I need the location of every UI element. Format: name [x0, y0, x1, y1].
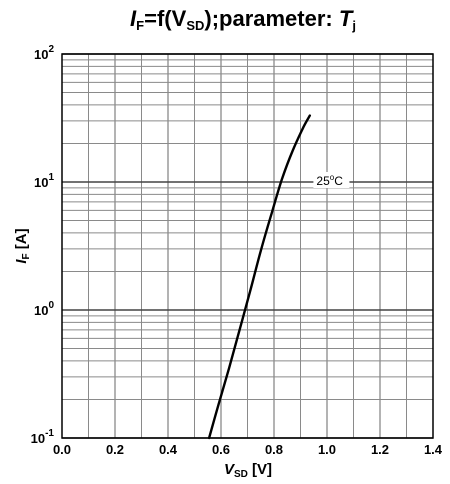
plot-frame: [61, 53, 434, 439]
grid-lines: [62, 53, 433, 439]
x-axis-label: VSD [V]: [224, 461, 272, 480]
y-tick-label: 10-1: [31, 428, 55, 446]
y-tick-label: 101: [34, 172, 54, 190]
series-line-25c: [207, 114, 311, 440]
y-tick-label: 102: [34, 44, 54, 62]
y-tick-label: 100: [34, 300, 54, 318]
x-tick-label: 1.2: [371, 442, 389, 457]
x-tick-label: 1.0: [318, 442, 336, 457]
y-tick-labels: 10-1 100 101 102: [31, 44, 55, 446]
x-tick-label: 0.6: [212, 442, 230, 457]
series-label-25c: 25oC: [316, 173, 343, 188]
x-tick-labels: 0.0 0.2 0.4 0.6 0.8 1.0 1.2 1.4: [53, 442, 443, 457]
y-axis-label: IF [A]: [13, 228, 32, 263]
x-tick-label: 0.2: [106, 442, 124, 457]
annotation-background: [313, 172, 350, 188]
x-tick-label: 0.4: [159, 442, 178, 457]
chart-title: IF=f(VSD);parameter: Tj: [130, 6, 356, 33]
x-tick-label: 0.8: [265, 442, 283, 457]
x-tick-label: 0.0: [53, 442, 71, 457]
series-layer: 25oC: [207, 114, 350, 440]
x-tick-label: 1.4: [424, 442, 443, 457]
